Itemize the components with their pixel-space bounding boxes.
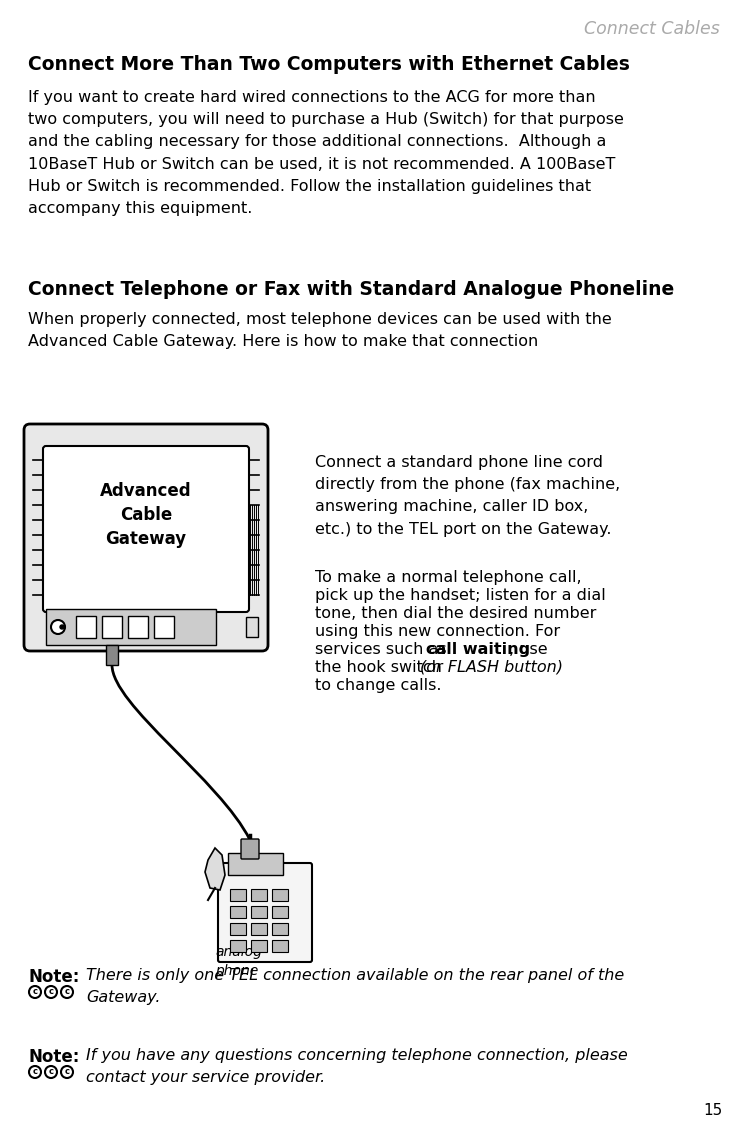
- Text: Connect a standard phone line cord
directly from the phone (fax machine,
answeri: Connect a standard phone line cord direc…: [315, 456, 621, 536]
- Text: Connect Cables: Connect Cables: [584, 20, 720, 37]
- Text: Connect Telephone or Fax with Standard Analogue Phoneline: Connect Telephone or Fax with Standard A…: [28, 279, 674, 299]
- Bar: [128, 616, 148, 638]
- Bar: [228, 853, 283, 875]
- Text: Advanced
Cable
Gateway: Advanced Cable Gateway: [100, 483, 191, 548]
- Bar: [76, 616, 96, 638]
- Text: the hook switch: the hook switch: [315, 660, 447, 675]
- Circle shape: [51, 620, 65, 634]
- Bar: [251, 889, 267, 901]
- Text: c: c: [33, 1068, 37, 1077]
- Text: If you want to create hard wired connections to the ACG for more than
two comput: If you want to create hard wired connect…: [28, 90, 624, 216]
- Text: (or FLASH button): (or FLASH button): [419, 660, 562, 675]
- Text: Connect More Than Two Computers with Ethernet Cables: Connect More Than Two Computers with Eth…: [28, 55, 630, 74]
- Bar: [272, 889, 288, 901]
- Text: 15: 15: [704, 1103, 723, 1118]
- Bar: [251, 907, 267, 918]
- Text: c: c: [65, 987, 69, 996]
- Bar: [251, 939, 267, 952]
- Text: When properly connected, most telephone devices can be used with the
Advanced Ca: When properly connected, most telephone …: [28, 312, 612, 349]
- FancyBboxPatch shape: [241, 840, 259, 859]
- FancyBboxPatch shape: [24, 424, 268, 651]
- Text: call waiting: call waiting: [426, 642, 530, 657]
- Bar: [154, 616, 174, 638]
- Bar: [230, 922, 246, 935]
- Text: to change calls.: to change calls.: [315, 678, 442, 693]
- Text: c: c: [48, 987, 54, 996]
- Bar: [106, 645, 118, 665]
- Text: , use: , use: [509, 642, 548, 657]
- Bar: [272, 922, 288, 935]
- Bar: [251, 922, 267, 935]
- Circle shape: [60, 625, 64, 629]
- Text: pick up the handset; listen for a dial: pick up the handset; listen for a dial: [315, 588, 606, 603]
- Polygon shape: [205, 847, 225, 889]
- Text: If you have any questions concerning telephone connection, please
contact your s: If you have any questions concerning tel…: [86, 1049, 628, 1085]
- FancyBboxPatch shape: [218, 863, 312, 962]
- Bar: [230, 889, 246, 901]
- Bar: [230, 939, 246, 952]
- Text: Note:: Note:: [28, 1049, 80, 1066]
- Text: c: c: [33, 987, 37, 996]
- Text: c: c: [65, 1068, 69, 1077]
- Text: tone, then dial the desired number: tone, then dial the desired number: [315, 605, 597, 621]
- Bar: [272, 939, 288, 952]
- Text: c: c: [48, 1068, 54, 1077]
- Text: To make a normal telephone call,: To make a normal telephone call,: [315, 570, 582, 585]
- Bar: [230, 907, 246, 918]
- Bar: [102, 616, 122, 638]
- Text: Note:: Note:: [28, 968, 80, 986]
- Text: analog
phone: analog phone: [215, 945, 262, 978]
- Text: There is only one TEL connection available on the rear panel of the
Gateway.: There is only one TEL connection availab…: [86, 968, 624, 1004]
- Bar: [246, 617, 258, 637]
- Bar: [46, 609, 216, 645]
- Text: using this new connection. For: using this new connection. For: [315, 624, 560, 638]
- FancyBboxPatch shape: [43, 446, 249, 612]
- Text: services such as: services such as: [315, 642, 451, 657]
- Bar: [272, 907, 288, 918]
